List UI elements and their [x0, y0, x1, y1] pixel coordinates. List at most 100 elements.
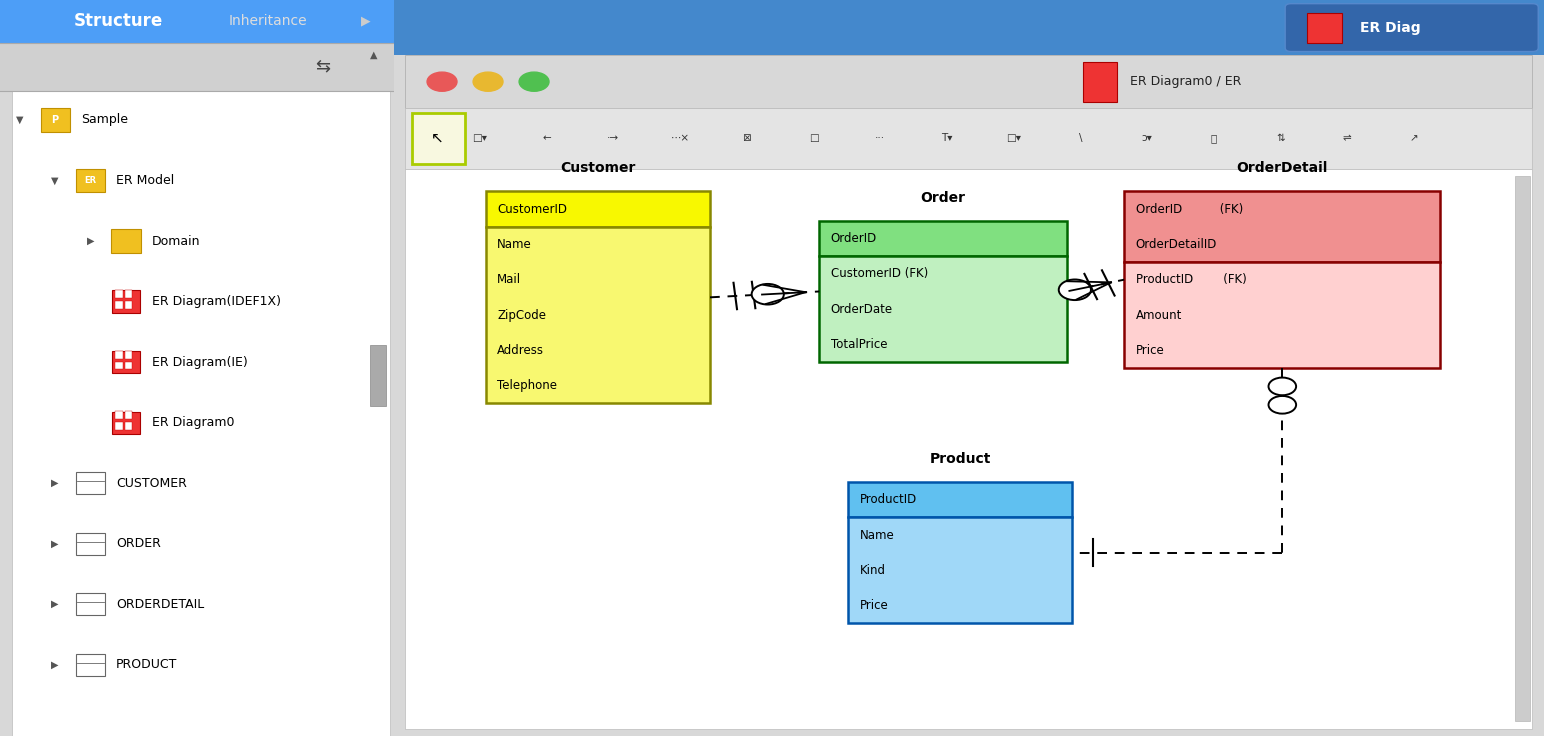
FancyBboxPatch shape [1308, 13, 1342, 43]
Text: Domain: Domain [151, 235, 201, 247]
Text: TotalPrice: TotalPrice [831, 338, 888, 351]
Text: ▲: ▲ [371, 49, 378, 60]
Text: ▼: ▼ [51, 175, 59, 185]
Text: PRODUCT: PRODUCT [116, 658, 178, 671]
Circle shape [1269, 396, 1295, 414]
FancyBboxPatch shape [76, 654, 105, 676]
Text: ▶: ▶ [51, 659, 59, 670]
FancyBboxPatch shape [486, 191, 710, 227]
Text: Inheritance: Inheritance [229, 14, 307, 29]
FancyBboxPatch shape [111, 411, 141, 434]
Text: ▶: ▶ [51, 599, 59, 609]
FancyBboxPatch shape [0, 0, 394, 43]
Text: ProductID        (FK): ProductID (FK) [1136, 273, 1246, 286]
Text: Sample: Sample [80, 113, 128, 127]
Text: Customer: Customer [560, 161, 636, 175]
Text: ↖: ↖ [431, 131, 443, 146]
Text: ⇅: ⇅ [1277, 133, 1285, 144]
Text: ZipCode: ZipCode [497, 308, 547, 322]
FancyBboxPatch shape [114, 351, 122, 358]
FancyBboxPatch shape [12, 91, 389, 736]
FancyBboxPatch shape [412, 113, 465, 164]
FancyBboxPatch shape [820, 221, 1067, 256]
Circle shape [1059, 280, 1092, 300]
FancyBboxPatch shape [76, 533, 105, 555]
FancyBboxPatch shape [369, 345, 386, 406]
Text: CustomerID: CustomerID [497, 202, 567, 216]
FancyBboxPatch shape [125, 361, 133, 369]
Text: Price: Price [1136, 344, 1164, 357]
FancyBboxPatch shape [40, 108, 69, 132]
Text: P: P [51, 115, 59, 125]
FancyBboxPatch shape [111, 229, 141, 252]
Text: ···: ··· [875, 133, 885, 144]
FancyBboxPatch shape [114, 290, 122, 298]
FancyBboxPatch shape [1124, 191, 1441, 262]
Text: ⇆: ⇆ [315, 57, 330, 76]
FancyBboxPatch shape [848, 482, 1073, 517]
Text: ER Model: ER Model [116, 174, 174, 187]
Text: Order: Order [920, 191, 965, 205]
Text: ↗: ↗ [1410, 133, 1419, 144]
Text: ER Diagram(IDEF1X): ER Diagram(IDEF1X) [151, 295, 281, 308]
FancyBboxPatch shape [114, 301, 122, 309]
Text: OrderDate: OrderDate [831, 302, 892, 316]
Text: ←: ← [542, 133, 551, 144]
Text: ER Diagram0: ER Diagram0 [151, 416, 235, 429]
Text: \: \ [1079, 133, 1082, 144]
Text: ▶: ▶ [361, 15, 371, 28]
FancyBboxPatch shape [114, 422, 122, 430]
FancyBboxPatch shape [114, 361, 122, 369]
FancyBboxPatch shape [125, 422, 133, 430]
Text: ER Diagram(IE): ER Diagram(IE) [151, 355, 247, 369]
FancyBboxPatch shape [405, 169, 1533, 729]
Text: Amount: Amount [1136, 308, 1183, 322]
Text: CUSTOMER: CUSTOMER [116, 477, 187, 489]
Text: OrderDetail: OrderDetail [1237, 161, 1328, 175]
FancyBboxPatch shape [0, 43, 394, 91]
FancyBboxPatch shape [1124, 262, 1441, 368]
Text: CustomerID (FK): CustomerID (FK) [831, 267, 928, 280]
Circle shape [752, 284, 784, 305]
Text: Address: Address [497, 344, 543, 357]
Text: OrderID: OrderID [831, 232, 877, 245]
Text: ⊠: ⊠ [743, 133, 752, 144]
Text: ⇌: ⇌ [1343, 133, 1351, 144]
Text: Name: Name [860, 528, 894, 542]
Text: ⬜: ⬜ [1210, 133, 1217, 144]
Text: OrderDetailID: OrderDetailID [1136, 238, 1217, 251]
FancyBboxPatch shape [125, 290, 133, 298]
Text: OrderID          (FK): OrderID (FK) [1136, 202, 1243, 216]
FancyBboxPatch shape [1285, 4, 1538, 52]
FancyBboxPatch shape [1082, 62, 1118, 102]
FancyBboxPatch shape [405, 55, 1533, 108]
Text: ▶: ▶ [51, 478, 59, 488]
FancyBboxPatch shape [76, 169, 105, 192]
Text: Price: Price [860, 599, 888, 612]
Text: Structure: Structure [74, 13, 162, 30]
FancyBboxPatch shape [394, 0, 1544, 55]
Text: ORDERDETAIL: ORDERDETAIL [116, 598, 204, 611]
Text: □: □ [809, 133, 818, 144]
Text: □▾: □▾ [1007, 133, 1021, 144]
FancyBboxPatch shape [405, 108, 1533, 169]
Circle shape [519, 72, 550, 91]
FancyBboxPatch shape [125, 411, 133, 420]
FancyBboxPatch shape [76, 472, 105, 494]
Text: Telephone: Telephone [497, 379, 557, 392]
FancyBboxPatch shape [1515, 176, 1530, 721]
Circle shape [1269, 378, 1295, 395]
Text: ER Diag: ER Diag [1360, 21, 1420, 35]
Text: Mail: Mail [497, 273, 522, 286]
Text: ▶: ▶ [51, 539, 59, 548]
FancyBboxPatch shape [486, 227, 710, 403]
FancyBboxPatch shape [76, 593, 105, 615]
FancyBboxPatch shape [848, 517, 1073, 623]
Text: ·→: ·→ [607, 133, 619, 144]
Circle shape [428, 72, 457, 91]
Text: Product: Product [929, 452, 991, 466]
Circle shape [472, 72, 503, 91]
Text: ORDER: ORDER [116, 537, 161, 550]
Text: ⋯×: ⋯× [670, 133, 690, 144]
Text: ↄ▾: ↄ▾ [1141, 133, 1152, 144]
